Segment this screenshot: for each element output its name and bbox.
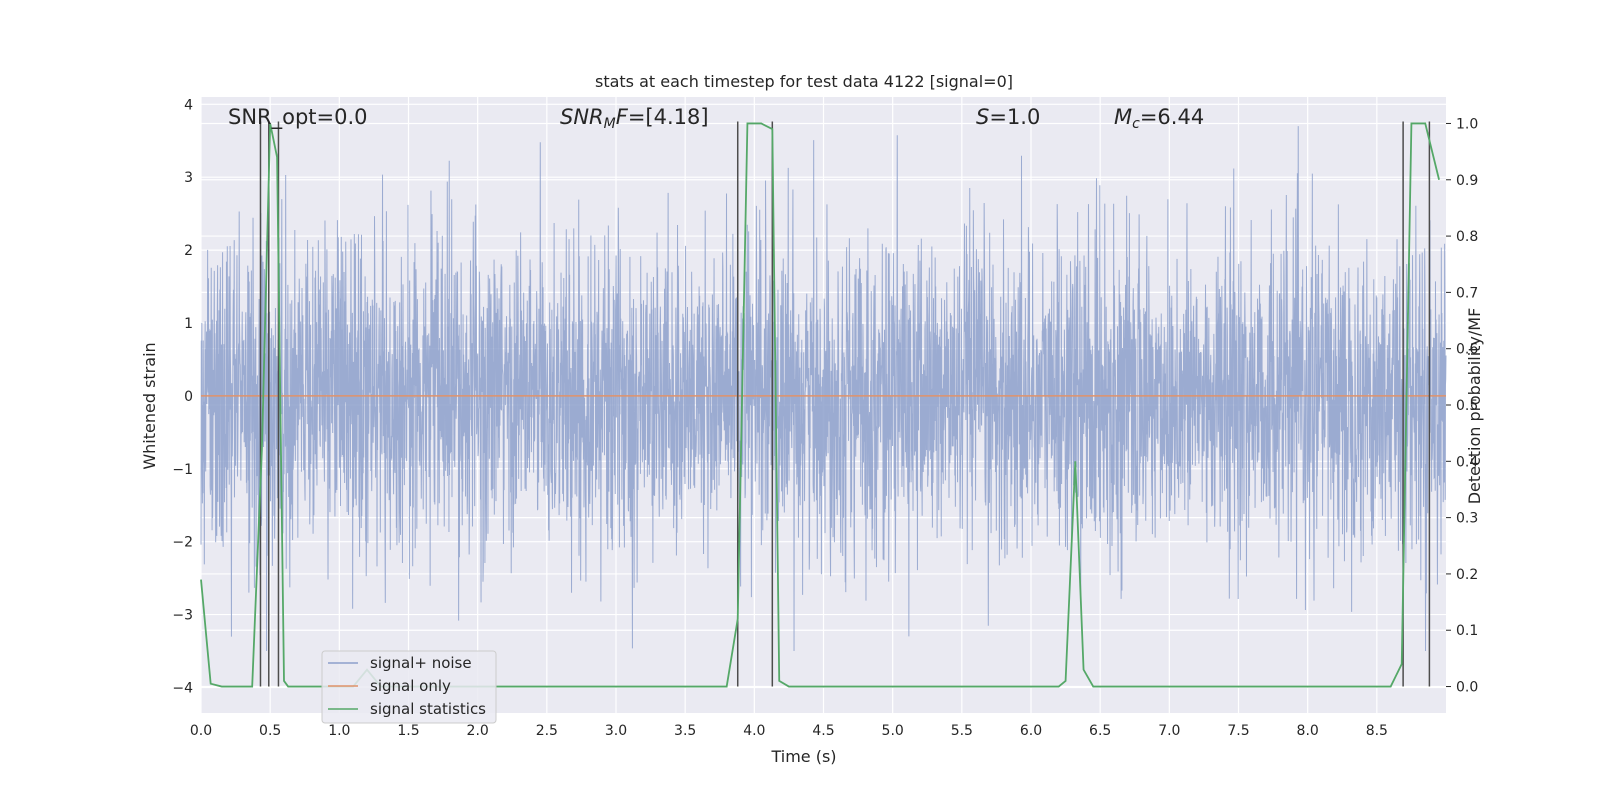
y-left-tick-label: −3 (172, 608, 193, 624)
y-right-tick-label: 0.4 (1456, 454, 1478, 470)
x-tick-label: 4.5 (812, 723, 834, 739)
x-tick-label: 8.0 (1297, 723, 1319, 739)
x-tick-label: 3.0 (605, 723, 627, 739)
x-tick-label: 0.0 (190, 723, 212, 739)
signal-statistics-line (200, 122, 1440, 688)
annotation-mc: Mc=6.44 (1114, 105, 1204, 132)
x-axis-ticks: 0.0 0.5 1.0 1.5 2.0 2.5 3.0 3.5 4.0 4.5 5.0 5.5 6.0 6… (190, 723, 1388, 739)
x-tick-label: 2.5 (536, 723, 558, 739)
x-tick-label: 4.0 (743, 723, 765, 739)
x-tick-label: 2.0 (467, 723, 489, 739)
y-right-tick-label: 0.3 (1456, 511, 1478, 527)
y-right-tick-label: 0.5 (1456, 398, 1478, 414)
y-right-tick-label: 0.0 (1456, 680, 1478, 696)
y-right-tick-label: 0.1 (1456, 623, 1478, 639)
x-tick-label: 7.5 (1227, 723, 1249, 739)
y-right-tick-label: 0.9 (1456, 173, 1478, 189)
annotation-snr-opt: SNR_opt=0.0 (228, 105, 368, 130)
y-left-tick-label: 1 (184, 316, 193, 332)
y-right-tick-label: 0.8 (1456, 229, 1478, 245)
series-signal-noise (200, 126, 1447, 652)
y-right-tick-label: 0.6 (1456, 342, 1478, 358)
y-left-tick-label: −1 (172, 462, 193, 478)
y-axis-left-ticks: 4 3 2 1 0 −1 −2 −3 −4 (172, 97, 193, 696)
signal-noise-line (200, 126, 1447, 652)
y-right-tick-label: 1.0 (1456, 116, 1478, 132)
x-tick-label: 7.0 (1158, 723, 1180, 739)
y-axis-right-label: Detection probability/MF (1465, 308, 1484, 505)
x-tick-label: 1.5 (397, 723, 419, 739)
x-tick-label: 5.5 (951, 723, 973, 739)
annotation-s: S=1.0 (976, 105, 1040, 129)
y-right-tick-label: 0.2 (1456, 567, 1478, 583)
legend-label-signal-only: signal only (370, 677, 451, 695)
x-tick-label: 1.0 (328, 723, 350, 739)
y-left-tick-label: 0 (184, 389, 193, 405)
annotation-snr-mf: SNRMF=[4.18] (560, 105, 709, 132)
x-tick-label: 0.5 (259, 723, 281, 739)
x-tick-label: 8.5 (1366, 723, 1388, 739)
y-left-tick-label: 4 (184, 97, 193, 113)
y-left-tick-label: −2 (172, 535, 193, 551)
y-right-tick-label: 0.7 (1456, 285, 1478, 301)
series-signal-statistics (200, 122, 1440, 688)
x-tick-label: 6.5 (1089, 723, 1111, 739)
y-axis-left-label: Whitened strain (140, 342, 159, 469)
x-tick-label: 6.0 (1020, 723, 1042, 739)
y-left-tick-label: 2 (184, 243, 193, 259)
y-left-tick-label: −4 (172, 680, 193, 696)
y-axis-right-ticks: 1.0 0.9 0.8 0.7 0.6 0.5 0.4 0.3 0.2 0.1 0.0 (1446, 116, 1478, 696)
x-tick-label: 5.0 (882, 723, 904, 739)
x-axis-label: Time (s) (770, 747, 836, 766)
legend-label-signal-statistics: signal statistics (370, 700, 486, 718)
legend: signal+ noise signal only signal statist… (321, 650, 497, 724)
chart-title: stats at each timestep for test data 412… (595, 72, 1013, 91)
x-tick-label: 3.5 (674, 723, 696, 739)
legend-label-signal-noise: signal+ noise (370, 654, 472, 672)
y-left-tick-label: 3 (184, 170, 193, 186)
